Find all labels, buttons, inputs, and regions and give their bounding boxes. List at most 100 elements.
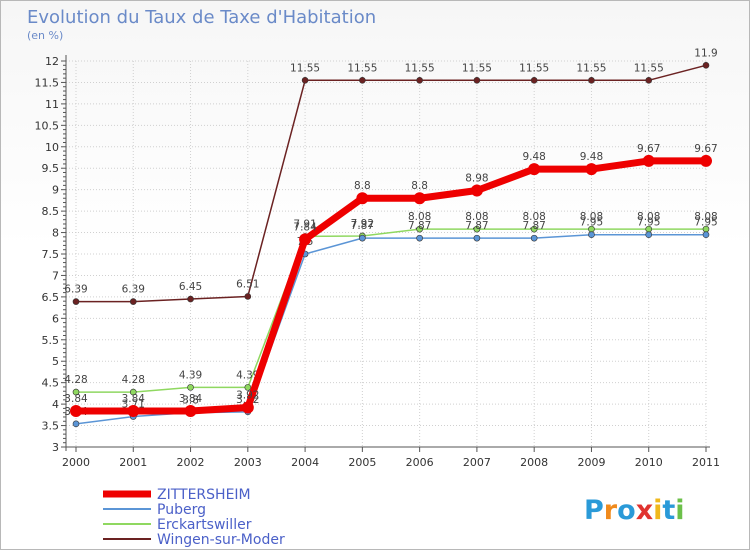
y-tick-label: 7 (52, 269, 59, 282)
data-label-zittersheim: 9.48 (580, 151, 603, 163)
data-label-erckartswiller: 4.39 (236, 369, 259, 381)
data-label-wingen-sur-moder: 6.45 (179, 281, 202, 293)
data-label-zittersheim: 3.84 (64, 393, 88, 405)
y-tick-label: 9.5 (42, 162, 60, 175)
data-point-puberg (473, 234, 481, 242)
data-label-wingen-sur-moder: 6.39 (64, 284, 87, 296)
y-tick-label: 11.5 (35, 76, 60, 89)
data-point-wingen-sur-moder (244, 293, 252, 300)
data-point-wingen-sur-moder (473, 77, 481, 84)
data-label-erckartswiller: 8.08 (694, 211, 717, 223)
data-label-erckartswiller: 8.08 (580, 211, 603, 223)
data-label-wingen-sur-moder: 6.51 (236, 278, 259, 290)
data-label-erckartswiller: 8.08 (522, 211, 545, 223)
data-point-puberg (416, 234, 423, 242)
data-point-wingen-sur-moder (588, 77, 595, 84)
x-tick-label: 2002 (177, 456, 205, 469)
data-point-zittersheim (642, 154, 655, 167)
data-label-erckartswiller: 4.28 (122, 374, 145, 386)
y-tick-label: 7.5 (42, 248, 60, 261)
x-tick-label: 2000 (62, 456, 90, 469)
y-tick-label: 10 (45, 141, 59, 154)
data-point-erckartswiller (530, 225, 538, 233)
chart-subtitle: (en %) (27, 29, 64, 42)
data-label-erckartswiller: 8.08 (408, 211, 431, 223)
data-label-wingen-sur-moder: 11.55 (634, 62, 664, 74)
data-label-zittersheim: 3.84 (122, 393, 146, 405)
x-tick-label: 2011 (692, 456, 720, 469)
y-tick-label: 5 (52, 355, 59, 368)
data-point-erckartswiller (416, 225, 423, 233)
data-label-zittersheim: 3.92 (236, 390, 259, 402)
x-tick-label: 2003 (234, 456, 262, 469)
y-tick-label: 10.5 (35, 119, 60, 132)
data-label-erckartswiller: 8.08 (637, 211, 660, 223)
data-point-wingen-sur-moder (301, 77, 309, 84)
data-label-puberg: 7.87 (351, 220, 374, 232)
data-point-zittersheim (528, 163, 541, 176)
data-point-wingen-sur-moder (129, 298, 137, 305)
data-label-puberg: 7.95 (637, 217, 660, 229)
data-point-erckartswiller (244, 384, 252, 391)
data-point-zittersheim (184, 404, 197, 417)
data-point-wingen-sur-moder (416, 77, 423, 84)
data-point-puberg (530, 234, 538, 242)
data-point-puberg (359, 234, 366, 242)
y-tick-label: 12 (45, 55, 59, 68)
y-tick-label: 3 (52, 441, 59, 454)
data-label-puberg: 3.8 (182, 395, 199, 407)
y-tick-label: 8 (52, 227, 59, 240)
data-point-zittersheim (700, 154, 712, 167)
data-label-zittersheim: 9.48 (522, 151, 545, 163)
y-tick-label: 8.5 (42, 205, 60, 218)
data-label-wingen-sur-moder: 11.55 (519, 62, 549, 74)
data-label-puberg: 7.95 (580, 217, 603, 229)
proxiti-logo: Proxiti (584, 495, 685, 526)
data-label-zittersheim: 9.67 (694, 143, 717, 155)
y-tick-label: 6.5 (42, 291, 60, 304)
data-label-erckartswiller: 8.08 (465, 211, 488, 223)
x-tick-label: 2004 (291, 456, 319, 469)
y-tick-label: 4.5 (42, 377, 60, 390)
data-label-wingen-sur-moder: 11.9 (694, 47, 717, 59)
y-tick-label: 5.5 (42, 334, 60, 347)
data-label-wingen-sur-moder: 11.55 (576, 62, 606, 74)
data-point-erckartswiller (129, 388, 137, 396)
data-label-puberg: 7.87 (408, 220, 431, 232)
data-label-wingen-sur-moder: 11.55 (347, 62, 377, 74)
data-point-puberg (645, 231, 653, 238)
data-label-zittersheim: 8.98 (465, 173, 488, 185)
data-point-erckartswiller (187, 384, 194, 391)
data-label-wingen-sur-moder: 6.39 (122, 284, 145, 296)
x-tick-label: 2010 (635, 456, 663, 469)
data-point-zittersheim (241, 401, 254, 414)
y-tick-label: 9 (52, 184, 59, 197)
series-line-wingen-sur-moder (76, 64, 707, 303)
series-line-puberg (75, 233, 706, 425)
data-point-zittersheim (70, 404, 82, 417)
data-point-zittersheim (127, 404, 140, 417)
legend-label: Wingen-sur-Moder (157, 532, 285, 548)
data-point-puberg (702, 231, 710, 238)
data-point-wingen-sur-moder (702, 61, 710, 69)
data-point-puberg (588, 231, 595, 238)
y-tick-label: 11 (45, 98, 59, 111)
data-point-erckartswiller (473, 225, 481, 233)
data-label-wingen-sur-moder: 11.55 (462, 62, 492, 74)
data-point-wingen-sur-moder (359, 77, 366, 84)
x-tick-label: 2009 (577, 456, 605, 469)
legend-label: Erckartswiller (157, 517, 252, 533)
data-label-zittersheim: 7.84 (293, 221, 317, 233)
data-point-erckartswiller (72, 388, 80, 396)
data-point-zittersheim (585, 163, 598, 176)
data-label-zittersheim: 9.67 (637, 143, 660, 155)
data-label-erckartswiller: 4.28 (64, 374, 87, 386)
y-tick-label: 6 (52, 312, 59, 325)
data-point-wingen-sur-moder (645, 77, 653, 84)
x-tick-label: 2005 (348, 456, 376, 469)
data-point-zittersheim (413, 192, 426, 205)
data-point-zittersheim (356, 192, 369, 205)
data-point-wingen-sur-moder (187, 295, 194, 303)
